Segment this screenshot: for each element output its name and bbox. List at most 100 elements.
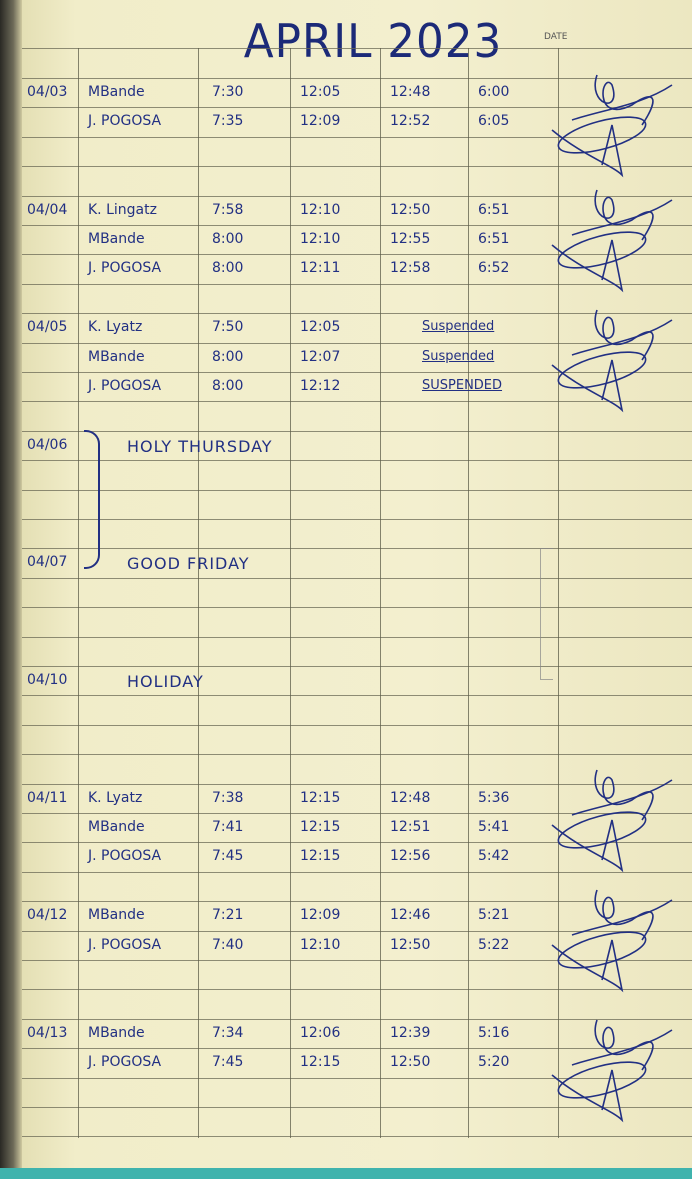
lunch-out: 12:15: [300, 848, 341, 865]
lunch-out: 12:15: [300, 1054, 341, 1071]
ruled-line: [22, 283, 692, 285]
lunch-out: 12:10: [300, 231, 341, 247]
time-out: 6:00: [478, 84, 510, 100]
employee-name: J. POGOSA: [88, 848, 162, 865]
lunch-out: 12:10: [300, 201, 341, 218]
status-suspended: Suspended: [422, 319, 495, 335]
lunch-out: 12:12: [300, 378, 341, 394]
lunch-out: 12:06: [300, 1024, 341, 1041]
lunch-out: 12:09: [300, 113, 341, 130]
time-in: 7:30: [212, 84, 244, 100]
time-out: 6:52: [478, 260, 510, 277]
time-in: 7:35: [212, 113, 244, 130]
ruled-line: [22, 401, 692, 403]
lunch-in: 12:51: [390, 819, 431, 835]
lunch-in: 12:46: [390, 907, 431, 924]
time-in: 7:41: [212, 819, 244, 835]
ruled-line: [22, 636, 692, 638]
ruled-line: [22, 430, 692, 432]
time-in: 8:00: [212, 231, 244, 247]
lunch-in: 12:50: [390, 201, 431, 218]
employee-name: J. POGOSA: [88, 936, 162, 953]
time-in: 7:45: [212, 848, 244, 865]
ruled-line: [22, 78, 692, 79]
page-edge: [0, 1168, 692, 1179]
column-header-date: DATE: [544, 32, 568, 42]
page-title: APRIL 2023: [243, 14, 503, 68]
ruled-line: [22, 489, 692, 491]
lunch-out: 12:11: [300, 260, 341, 277]
employee-name: MBande: [88, 1024, 145, 1041]
lunch-out: 12:15: [300, 789, 341, 806]
entry-date: 04/13: [27, 1024, 68, 1041]
time-out: 6:51: [478, 201, 510, 218]
entry-date: 04/05: [27, 319, 68, 336]
logbook-page: APRIL 2023 DATE 04/03 MBande 7:30 12:05 12:4…: [22, 0, 692, 1168]
ruled-line: [22, 48, 692, 49]
ruled-line: [22, 577, 692, 579]
employee-name: MBande: [88, 348, 145, 365]
entry-date: 04/12: [27, 907, 68, 924]
lunch-in: 12:55: [390, 231, 431, 247]
holiday-bracket: [84, 430, 100, 569]
employee-name: J. POGOSA: [88, 378, 162, 394]
signature-scribble: [551, 189, 673, 293]
column-rule: [558, 48, 559, 1138]
ruled-line: [22, 754, 692, 756]
time-out: 5:36: [478, 789, 510, 806]
entry-date: 04/03: [27, 84, 68, 100]
status-suspended: SUSPENDED: [422, 378, 503, 393]
employee-name: MBande: [88, 819, 145, 835]
ruled-line: [22, 842, 692, 844]
column-rule: [468, 48, 469, 1138]
entry-date: 04/07: [27, 554, 68, 571]
ruled-line: [22, 813, 692, 814]
employee-name: MBande: [88, 907, 145, 924]
time-out: 5:16: [478, 1024, 510, 1041]
lunch-out: 12:05: [300, 319, 341, 336]
ruled-line: [22, 901, 692, 903]
employee-name: K. Lyatz: [88, 789, 143, 806]
ruled-line: [22, 1136, 692, 1138]
ruled-line: [22, 342, 692, 344]
signature-scribble: [551, 309, 673, 413]
time-in: 7:50: [212, 319, 244, 336]
ruled-line: [22, 519, 692, 520]
ruled-line: [22, 1107, 692, 1108]
lunch-in: 12:50: [390, 1054, 431, 1071]
ruled-line: [22, 724, 692, 726]
time-out: 6:51: [478, 231, 510, 247]
holiday-note: HOLY THURSDAY: [127, 436, 273, 456]
lunch-in: 12:56: [390, 848, 431, 865]
holiday-note: HOLIDAY: [127, 672, 204, 691]
time-out: 6:05: [478, 113, 510, 130]
time-out: 5:42: [478, 848, 510, 865]
lunch-out: 12:09: [300, 907, 341, 924]
lunch-out: 12:10: [300, 936, 341, 953]
employee-name: MBande: [88, 231, 145, 247]
time-in: 7:34: [212, 1024, 244, 1041]
lunch-in: 12:52: [390, 113, 431, 130]
entry-date: 04/11: [27, 789, 68, 806]
time-in: 7:58: [212, 201, 244, 218]
time-in: 7:45: [212, 1054, 244, 1071]
ruled-line: [22, 107, 692, 109]
ruled-line: [22, 783, 692, 785]
status-suspended: Suspended: [422, 348, 495, 364]
ruled-line: [22, 372, 692, 373]
employee-name: J. POGOSA: [88, 260, 162, 277]
lunch-in: 12:39: [390, 1024, 431, 1041]
entry-date: 04/10: [27, 672, 68, 688]
column-rule: [290, 48, 291, 1138]
column-rule: [380, 48, 381, 1138]
notebook-binding: [0, 0, 22, 1179]
ruled-line: [22, 548, 692, 550]
lunch-in: 12:58: [390, 260, 431, 277]
lunch-in: 12:50: [390, 936, 431, 953]
entry-date: 04/06: [27, 436, 68, 453]
ruled-line: [22, 1018, 692, 1020]
lunch-in: 12:48: [390, 84, 431, 100]
ruled-line: [22, 313, 692, 315]
ruled-line: [22, 166, 692, 168]
ruled-line: [22, 607, 692, 609]
